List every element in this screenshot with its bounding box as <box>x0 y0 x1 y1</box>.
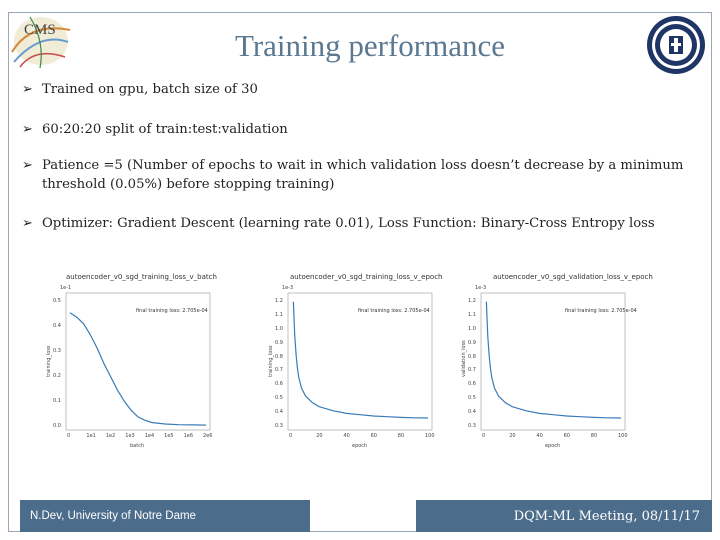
y-tick-label: 0.0 <box>53 423 61 429</box>
bullet-item: ➢ 60:20:20 split of train:test:validatio… <box>22 120 690 139</box>
bullet-text: 60:20:20 split of train:test:validation <box>42 122 288 137</box>
x-tick-label: 1e2 <box>105 433 116 439</box>
x-tick-label: 20 <box>509 433 516 439</box>
plot-title: autoencoder_v0_sgd_training_loss_v_batch <box>66 273 217 281</box>
plot-area <box>287 292 433 431</box>
scale-label: 1e-3 <box>282 285 294 291</box>
x-tick-label: 40 <box>343 433 350 439</box>
x-tick-label: 1e6 <box>183 433 194 439</box>
y-tick-label: 0.5 <box>468 395 476 402</box>
x-tick-label: 1e1 <box>86 433 96 439</box>
plot-canvas <box>65 292 211 431</box>
bullet-item: ➢ Trained on gpu, batch size of 30 <box>22 80 690 99</box>
y-tick-label: 1.2 <box>468 298 476 304</box>
x-tick-label: 80 <box>397 433 405 439</box>
final-loss-annotation: final training loss: 2.705e-04 <box>565 308 637 314</box>
x-axis-label: epoch <box>545 443 561 449</box>
y-tick-label: 0.5 <box>53 298 61 304</box>
scale-label: 1e-1 <box>60 285 72 291</box>
x-tick-label: 40 <box>536 433 543 439</box>
y-tick-label: 0.6 <box>468 381 476 388</box>
plot-validation-loss-epoch: autoencoder_v0_sgd_validation_loss_v_epo… <box>455 265 653 455</box>
bullet-text: Patience =5 (Number of epochs to wait in… <box>42 158 684 192</box>
arrow-bullet-icon: ➢ <box>22 82 33 97</box>
x-tick-label: 2e6 <box>203 433 213 439</box>
plot-batch-loss: autoencoder_v0_sgd_training_loss_v_batch… <box>40 265 220 455</box>
loss-series-line <box>292 301 429 419</box>
x-tick-label: 20 <box>316 433 323 439</box>
cms-logo: CMS <box>10 12 72 70</box>
arrow-bullet-icon: ➢ <box>22 216 33 231</box>
plot-canvas <box>480 292 626 431</box>
y-tick-label: 0.5 <box>275 395 283 402</box>
bullet-item: ➢ Patience =5 (Number of epochs to wait … <box>22 156 690 194</box>
plot-title: autoencoder_v0_sgd_training_loss_v_epoch <box>290 273 443 281</box>
x-tick-label: 1e5 <box>164 433 174 439</box>
final-loss-annotation: final training loss: 2.705e-04 <box>136 308 208 314</box>
y-tick-label: 0.4 <box>468 409 476 416</box>
y-tick-label: 0.1 <box>53 398 61 404</box>
y-tick-label: 0.7 <box>275 367 283 374</box>
y-tick-label: 1.0 <box>275 325 283 332</box>
x-tick-label: 1e3 <box>125 433 135 439</box>
x-tick-label: 1e4 <box>144 433 155 439</box>
x-tick-label: 0 <box>67 433 71 439</box>
y-tick-label: 1.2 <box>275 298 283 304</box>
y-tick-label: 0.3 <box>275 423 283 429</box>
y-tick-label: 0.8 <box>275 353 283 360</box>
plot-title: autoencoder_v0_sgd_validation_loss_v_epo… <box>493 273 653 281</box>
y-tick-label: 0.3 <box>53 348 61 354</box>
y-tick-label: 0.4 <box>53 323 61 329</box>
y-tick-label: 0.9 <box>275 339 283 346</box>
x-tick-label: 0 <box>482 433 486 439</box>
arrow-bullet-icon: ➢ <box>22 158 33 173</box>
y-tick-label: 0.4 <box>275 409 283 416</box>
x-tick-label: 100 <box>618 433 628 439</box>
x-axis-label: epoch <box>352 443 368 449</box>
scale-label: 1e-3 <box>475 285 487 291</box>
y-tick-label: 1.1 <box>468 311 476 318</box>
x-tick-label: 80 <box>590 433 598 439</box>
y-tick-label: 0.6 <box>275 381 283 388</box>
y-tick-label: 1.1 <box>275 311 283 318</box>
plot-area <box>480 292 626 431</box>
plot-training-loss-epoch: autoencoder_v0_sgd_training_loss_v_epoch… <box>262 265 443 455</box>
slide-title: Training performance <box>234 28 506 63</box>
final-loss-annotation: final training loss: 2.705e-04 <box>358 308 430 314</box>
x-tick-label: 60 <box>370 433 377 439</box>
slide-frame <box>8 12 712 532</box>
footer-meeting: DQM-ML Meeting, 08/11/17 <box>416 500 712 532</box>
y-tick-label: 0.8 <box>468 353 476 360</box>
y-tick-label: 1.0 <box>468 325 476 332</box>
bullet-text: Trained on gpu, batch size of 30 <box>42 82 258 97</box>
y-tick-label: 0.9 <box>468 339 476 346</box>
arrow-bullet-icon: ➢ <box>22 122 33 137</box>
y-tick-label: 0.2 <box>53 373 61 379</box>
bullet-item: ➢ Optimizer: Gradient Descent (learning … <box>22 214 690 233</box>
loss-series-line <box>69 312 207 426</box>
x-tick-label: 60 <box>563 433 570 439</box>
cms-logo-text: CMS <box>24 22 56 38</box>
x-axis-label: batch <box>130 443 145 449</box>
x-tick-label: 100 <box>425 433 435 439</box>
notre-dame-seal <box>645 14 707 76</box>
y-tick-label: 0.7 <box>468 367 476 374</box>
x-tick-label: 0 <box>289 433 293 439</box>
bullet-text: Optimizer: Gradient Descent (learning ra… <box>42 216 655 231</box>
loss-series-line <box>485 301 622 419</box>
plot-area <box>65 292 211 431</box>
plot-canvas <box>287 292 433 431</box>
y-tick-label: 0.3 <box>468 423 476 429</box>
footer-author: N.Dev, University of Notre Dame <box>20 500 310 532</box>
